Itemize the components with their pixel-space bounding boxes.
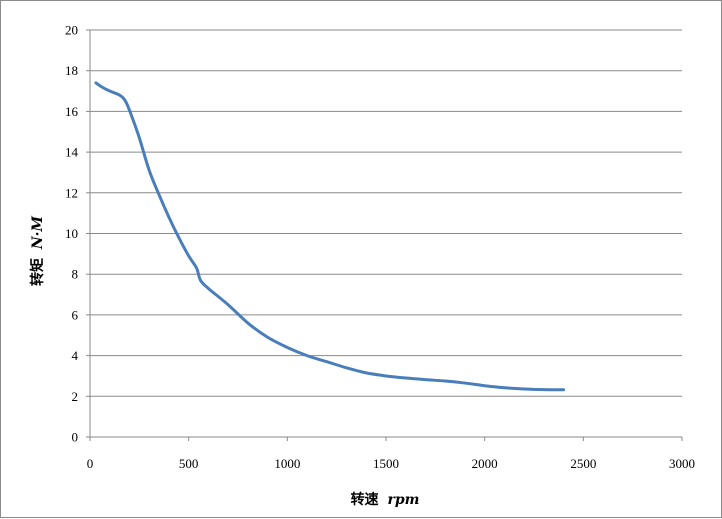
y-tick-label-10: 10 xyxy=(65,226,78,241)
y-tick-label-20: 20 xyxy=(65,23,78,38)
y-tick-label-2: 2 xyxy=(72,389,79,404)
series-layer xyxy=(94,81,566,392)
y-axis-ticks: 0 2 4 6 8 10 12 14 16 18 20 xyxy=(65,23,90,445)
y-tick-label-0: 0 xyxy=(72,430,79,445)
x-tick-label-2500: 2500 xyxy=(570,456,596,471)
y-axis-title-unit: N·M xyxy=(30,215,46,250)
x-tick-label-2000: 2000 xyxy=(472,456,498,471)
x-tick-label-1000: 1000 xyxy=(274,456,300,471)
axes xyxy=(89,30,682,438)
y-tick-label-14: 14 xyxy=(65,145,79,160)
y-tick-label-12: 12 xyxy=(65,185,78,200)
x-axis-title: 转速 rpm xyxy=(351,491,420,508)
y-tick-label-18: 18 xyxy=(65,63,78,78)
x-tick-label-0: 0 xyxy=(87,456,94,471)
x-axis-title-main: 转速 xyxy=(351,491,379,508)
x-tick-label-1500: 1500 xyxy=(373,456,399,471)
y-tick-label-8: 8 xyxy=(72,267,79,282)
gridlines xyxy=(90,29,682,397)
series-line-0 xyxy=(94,81,566,392)
x-axis-ticks: 0 500 1000 1500 2000 2500 3000 xyxy=(87,437,695,471)
x-axis-title-unit: rpm xyxy=(387,492,419,508)
x-tick-label-3000: 3000 xyxy=(669,456,695,471)
y-tick-label-6: 6 xyxy=(72,307,79,322)
y-axis-title-main: 转矩 xyxy=(29,258,46,286)
y-axis-title: 转矩 N·M xyxy=(29,215,46,286)
x-tick-label-500: 500 xyxy=(179,456,199,471)
y-tick-label-16: 16 xyxy=(65,104,79,119)
y-tick-label-4: 4 xyxy=(72,348,79,363)
